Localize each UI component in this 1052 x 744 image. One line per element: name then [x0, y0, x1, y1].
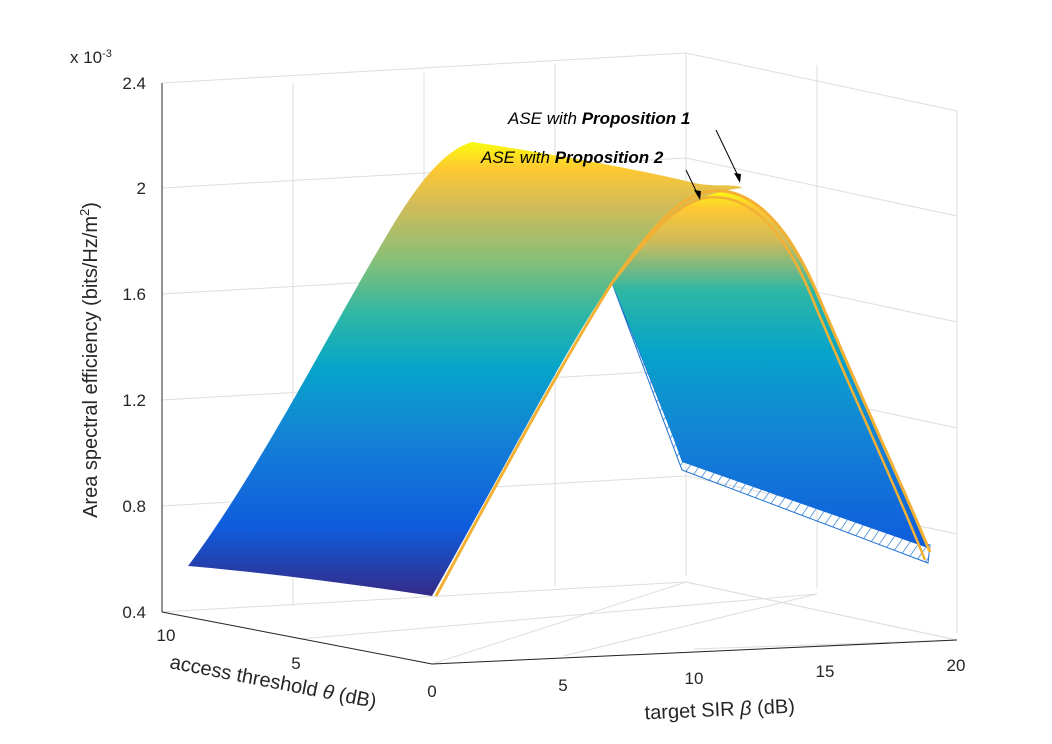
- proposition-2-curve: [611, 196, 927, 561]
- x-tick-label: 15: [816, 662, 835, 681]
- z-tick-label: 2: [137, 179, 146, 198]
- z-tick-label: 1.2: [122, 391, 146, 410]
- surface-right-face: [612, 190, 928, 549]
- x-tick-label: 0: [427, 682, 436, 701]
- x-tick-label: 20: [947, 656, 966, 675]
- y-tick-label: 10: [157, 626, 176, 645]
- z-ticks: 0.4 0.8 1.2 1.6 2 2.4: [122, 74, 146, 622]
- axes: [161, 83, 958, 665]
- z-axis-label: Area spectral efficiency (bits/Hz/m2): [77, 202, 102, 518]
- y-ticks: 10 5: [157, 626, 301, 673]
- y-axis-label: access threshold θ (dB): [168, 651, 378, 713]
- annotation-proposition-1: ASE with Proposition 1: [507, 109, 690, 128]
- surface: [188, 142, 932, 597]
- x-tick-label: 5: [558, 676, 567, 695]
- z-tick-label: 2.4: [122, 74, 146, 93]
- y-tick-label: 5: [291, 654, 300, 673]
- x-axis-label: target SIR β (dB): [644, 696, 795, 725]
- arrowhead-2-icon: [694, 190, 701, 200]
- proposition-1-curve: [434, 189, 932, 597]
- x-ticks: 0 5 10 15 20: [427, 656, 965, 701]
- x-tick-label: 10: [685, 669, 704, 688]
- z-tick-label: 1.6: [122, 285, 146, 304]
- z-tick-label: 0.8: [122, 497, 146, 516]
- z-tick-label: 0.4: [122, 603, 146, 622]
- exponent-label: x 10-3: [70, 48, 112, 67]
- arrowhead-1-icon: [734, 173, 741, 183]
- annotation-arrow-1: [715, 129, 741, 181]
- annotations: ASE with Proposition 1 ASE with Proposit…: [480, 109, 741, 200]
- surface-front-face: [188, 142, 742, 596]
- annotation-proposition-2: ASE with Proposition 2: [480, 148, 664, 167]
